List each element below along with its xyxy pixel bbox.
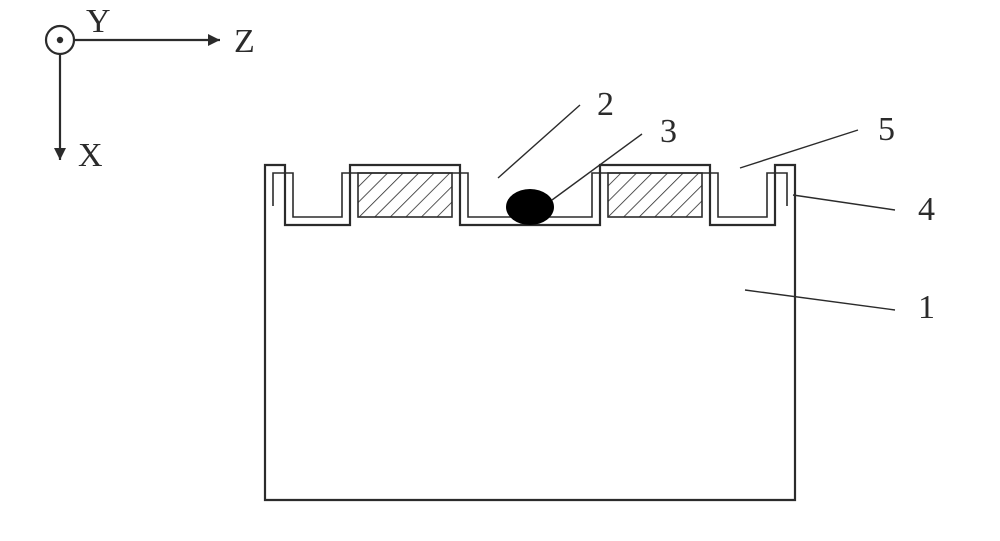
callout-label-3: 3 (660, 113, 677, 150)
callout-label-1: 1 (918, 289, 935, 326)
coordinate-axes: Y Z X (46, 3, 255, 174)
callout-label-4: 4 (918, 191, 935, 228)
callout-label-5: 5 (878, 111, 895, 148)
axis-label-z: Z (234, 23, 255, 60)
axis-label-y: Y (86, 3, 111, 40)
technical-diagram: Y Z X 1 2 3 4 5 (0, 0, 1000, 541)
callout-label-2: 2 (597, 86, 614, 123)
embedded-dot (506, 189, 554, 225)
axis-label-x: X (78, 137, 103, 174)
